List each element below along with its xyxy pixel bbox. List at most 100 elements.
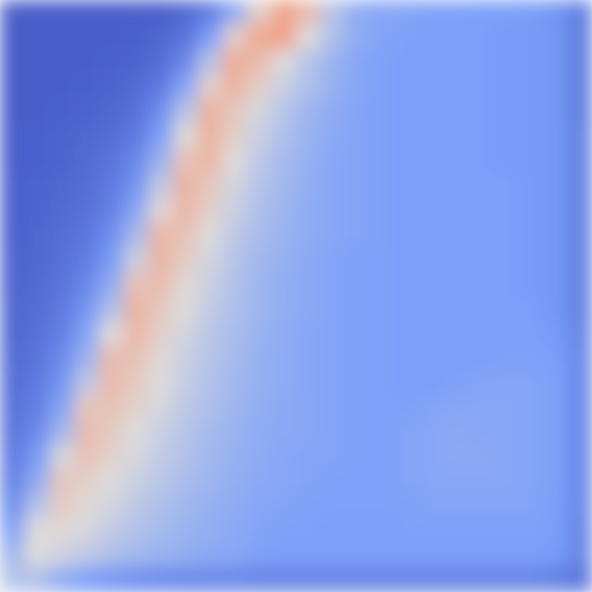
heatmap-cell [123, 345, 148, 370]
heatmap-cell [296, 123, 321, 148]
heatmap-cell [395, 123, 420, 148]
heatmap-cell [25, 567, 50, 592]
heatmap-cell [222, 173, 247, 198]
heatmap-cell [543, 25, 568, 50]
heatmap-cell [419, 49, 444, 74]
heatmap-cell [296, 0, 321, 25]
heatmap-cell [173, 419, 198, 444]
heatmap-cell [173, 543, 198, 568]
heatmap-cell [395, 543, 420, 568]
heatmap-cell [518, 173, 543, 198]
heatmap-cell [74, 543, 99, 568]
heatmap-cell [247, 148, 272, 173]
heatmap-cell [123, 419, 148, 444]
heatmap-cell [99, 74, 124, 99]
heatmap-cell [370, 148, 395, 173]
heatmap-cell [99, 567, 124, 592]
heatmap-cell [518, 469, 543, 494]
heatmap-cell [173, 370, 198, 395]
heatmap-cell [271, 518, 296, 543]
heatmap-cell [0, 222, 25, 247]
heatmap-cell [444, 321, 469, 346]
heatmap-cell [321, 49, 346, 74]
heatmap-cell [543, 444, 568, 469]
heatmap-cell [518, 0, 543, 25]
heatmap-cell [395, 271, 420, 296]
heatmap-cell [296, 247, 321, 272]
heatmap-cell [173, 148, 198, 173]
heatmap-cell [148, 197, 173, 222]
heatmap-cell [345, 370, 370, 395]
heatmap-cell [197, 444, 222, 469]
heatmap-cell [543, 271, 568, 296]
heatmap-cell [345, 271, 370, 296]
heatmap-cell [296, 25, 321, 50]
heatmap-cell [395, 395, 420, 420]
heatmap-cell [148, 49, 173, 74]
heatmap-cell [543, 518, 568, 543]
heatmap-cell [543, 296, 568, 321]
heatmap-cell [345, 395, 370, 420]
heatmap-cell [247, 370, 272, 395]
heatmap-cell [370, 567, 395, 592]
heatmap-cell [25, 49, 50, 74]
heatmap-cell [222, 370, 247, 395]
heatmap-cell [123, 173, 148, 198]
heatmap-cell [395, 173, 420, 198]
heatmap-cell [493, 543, 518, 568]
heatmap-cell [493, 99, 518, 124]
heatmap-cell [247, 271, 272, 296]
heatmap-cell [148, 271, 173, 296]
heatmap-cell [148, 74, 173, 99]
heatmap-cell [444, 493, 469, 518]
heatmap-cell [247, 444, 272, 469]
heatmap-cell [148, 321, 173, 346]
heatmap-cell [25, 493, 50, 518]
heatmap-cell [469, 222, 494, 247]
heatmap-cell [469, 370, 494, 395]
heatmap-cell [0, 74, 25, 99]
heatmap-cell [74, 0, 99, 25]
heatmap-cell [518, 444, 543, 469]
heatmap-cell [99, 345, 124, 370]
heatmap-cell [123, 197, 148, 222]
heatmap-cell [444, 271, 469, 296]
heatmap-cell [493, 123, 518, 148]
heatmap-cell [247, 99, 272, 124]
heatmap-cell [25, 469, 50, 494]
heatmap-cell [296, 444, 321, 469]
heatmap-cell [49, 197, 74, 222]
heatmap-cell [271, 148, 296, 173]
heatmap-cell [543, 49, 568, 74]
heatmap-cell [74, 419, 99, 444]
heatmap-cell [222, 567, 247, 592]
heatmap-cell [345, 321, 370, 346]
heatmap-cell [197, 123, 222, 148]
heatmap-cell [123, 74, 148, 99]
heatmap-cell [197, 271, 222, 296]
heatmap-cell [74, 197, 99, 222]
heatmap-cell [345, 49, 370, 74]
heatmap-cell [123, 321, 148, 346]
heatmap-cell [419, 123, 444, 148]
heatmap-cell [444, 469, 469, 494]
heatmap-cell [469, 148, 494, 173]
heatmap-cell [0, 247, 25, 272]
heatmap-cell [395, 567, 420, 592]
heatmap-cell [567, 395, 592, 420]
heatmap-cell [395, 247, 420, 272]
heatmap-cell [419, 271, 444, 296]
heatmap-cell [99, 247, 124, 272]
heatmap-cell [271, 419, 296, 444]
heatmap-cell [74, 173, 99, 198]
heatmap-cell [493, 247, 518, 272]
heatmap-cell [469, 444, 494, 469]
heatmap-cell [518, 222, 543, 247]
heatmap-cell [321, 123, 346, 148]
heatmap-cell [567, 197, 592, 222]
heatmap-cell [0, 419, 25, 444]
heatmap-cell [197, 25, 222, 50]
heatmap-cell [25, 123, 50, 148]
heatmap-cell [222, 518, 247, 543]
heatmap-cell [345, 469, 370, 494]
